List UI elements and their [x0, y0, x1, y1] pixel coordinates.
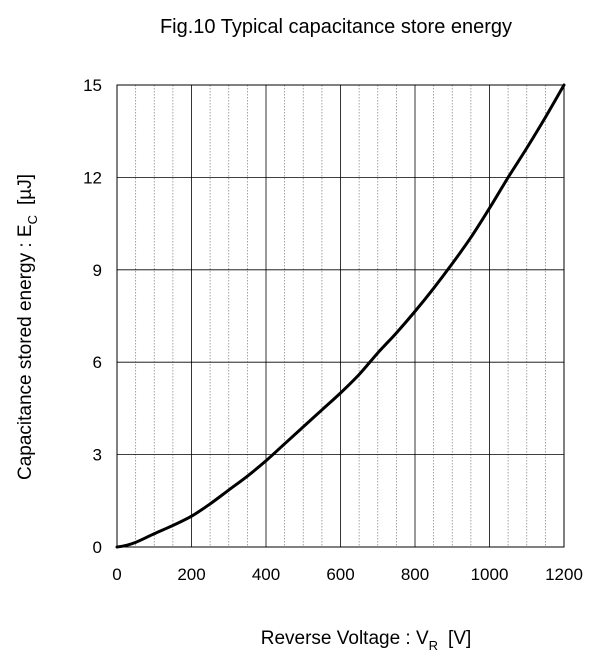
y-tick-label-15: 15	[83, 76, 102, 95]
x-axis-label: Reverse Voltage : VR [V]	[261, 628, 472, 653]
y-axis-label-sub: C	[25, 215, 40, 224]
x-tick-label-0: 0	[112, 565, 121, 584]
series-layer	[115, 83, 566, 549]
y-axis-label-main: Capacitance stored energy : E	[15, 224, 36, 480]
minor-grid	[135, 85, 546, 547]
chart-title: Fig.10 Typical capacitance store energy	[160, 16, 512, 38]
x-axis-label-sub: R	[429, 638, 438, 653]
y-tick-labels: 0 3 6 9 12 15	[83, 76, 102, 557]
y-tick-label-6: 6	[93, 353, 102, 372]
y-axis-label-unit: [µJ]	[15, 174, 36, 205]
x-tick-label-600: 600	[326, 565, 354, 584]
x-tick-label-800: 800	[401, 565, 429, 584]
x-tick-label-400: 400	[252, 565, 280, 584]
x-tick-label-1000: 1000	[471, 565, 509, 584]
y-tick-label-3: 3	[93, 446, 102, 465]
plot-frame	[116, 84, 565, 548]
y-tick-label-9: 9	[93, 261, 102, 280]
x-axis-label-unit: [V]	[448, 628, 471, 649]
y-tick-label-0: 0	[93, 538, 102, 557]
x-tick-labels: 0 200 400 600 800 1000 1200	[112, 565, 583, 584]
major-grid	[117, 85, 564, 547]
y-axis-label: Capacitance stored energy : EC [µJ]	[15, 174, 40, 480]
x-tick-label-200: 200	[177, 565, 205, 584]
x-tick-label-1200: 1200	[545, 565, 583, 584]
series-line-0	[115, 83, 566, 549]
y-tick-label-12: 12	[83, 168, 102, 187]
x-axis-label-main: Reverse Voltage : V	[261, 628, 429, 649]
